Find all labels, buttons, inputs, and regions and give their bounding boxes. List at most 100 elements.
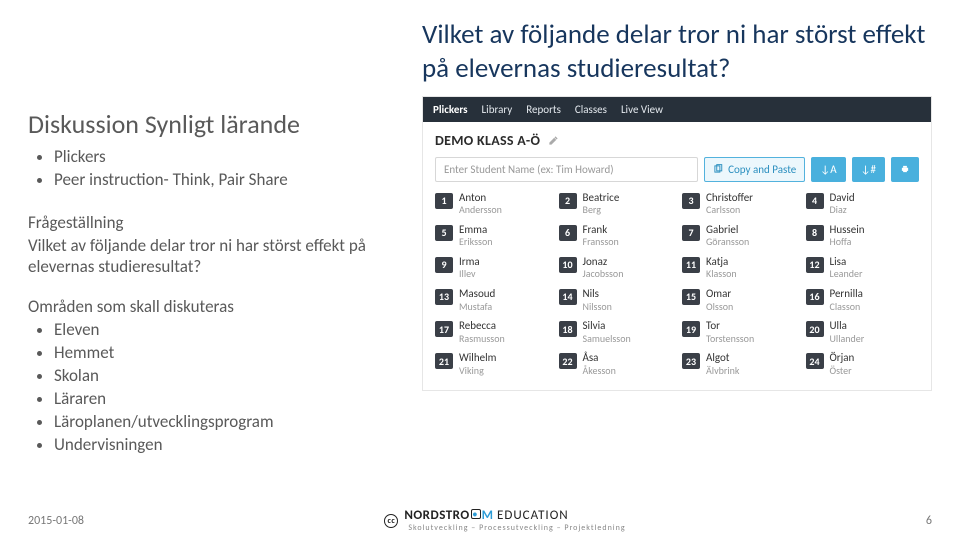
student-name: PernillaClasson [830, 288, 863, 312]
student-number: 15 [682, 289, 700, 305]
student-cell[interactable]: 9 IrmaIllev [435, 256, 549, 280]
student-cell[interactable]: 1 AntonAndersson [435, 192, 549, 216]
student-number: 2 [559, 193, 577, 209]
student-cell[interactable]: 13 MasoudMustafa [435, 288, 549, 312]
student-number: 7 [682, 225, 700, 241]
list-item: Undervisningen [54, 434, 400, 455]
class-name: DEMO KLASS A-Ö [435, 132, 540, 149]
areas-list: ElevenHemmetSkolanLärarenLäroplanen/utve… [28, 319, 400, 455]
student-cell[interactable]: 17 RebeccaRasmusson [435, 320, 549, 344]
nav-library[interactable]: Library [482, 103, 513, 116]
student-number: 5 [435, 225, 453, 241]
student-cell[interactable]: 2 BeatriceBerg [559, 192, 673, 216]
student-cell[interactable]: 8HusseinHoffa [806, 224, 920, 248]
student-cell[interactable]: 5 EmmaEriksson [435, 224, 549, 248]
student-number: 18 [559, 321, 577, 337]
student-number: 21 [435, 353, 453, 369]
list-item: Plickers [54, 146, 400, 167]
student-name: NilsNilsson [583, 288, 612, 312]
student-cell[interactable]: 6FrankFransson [559, 224, 673, 248]
student-number: 16 [806, 289, 824, 305]
student-cell[interactable]: 14 NilsNilsson [559, 288, 673, 312]
student-name: MasoudMustafa [459, 288, 495, 312]
student-name: KatjaKlasson [706, 256, 737, 280]
student-name: ÅsaÅkesson [583, 352, 616, 376]
logo-m: M [482, 508, 494, 523]
student-cell[interactable]: 19TorTorstensson [682, 320, 796, 344]
student-cell[interactable]: 11 KatjaKlasson [682, 256, 796, 280]
student-name: GabrielGöransson [706, 224, 749, 248]
student-cell[interactable]: 22 ÅsaÅkesson [559, 352, 673, 376]
student-name: EmmaEriksson [459, 224, 492, 248]
student-name: AlgotÄlvbrink [706, 352, 739, 376]
student-number: 11 [682, 257, 700, 273]
print-button[interactable] [891, 157, 919, 182]
plickers-nav: Plickers Library Reports Classes Live Vi… [423, 97, 931, 122]
student-name: WilhelmViking [459, 352, 496, 376]
question-label: Frågeställning [28, 212, 400, 233]
student-name: DavidDiaz [830, 192, 855, 216]
nav-classes[interactable]: Classes [575, 103, 607, 116]
student-number: 23 [682, 353, 700, 369]
sort-number-button[interactable]: ↓# [852, 157, 885, 182]
student-name: JonazJacobsson [583, 256, 624, 280]
student-name: IrmaIllev [459, 256, 480, 280]
student-cell[interactable]: 16 PernillaClasson [806, 288, 920, 312]
areas-label: Områden som skall diskuteras [28, 296, 400, 317]
student-cell[interactable]: 3ChristofferCarlsson [682, 192, 796, 216]
student-cell[interactable]: 12LisaLeander [806, 256, 920, 280]
student-name: RebeccaRasmusson [459, 320, 505, 344]
copy-paste-button[interactable]: Copy and Paste [704, 157, 805, 182]
logo-main: NORDSTRO [404, 508, 469, 523]
student-number: 24 [806, 353, 824, 369]
list-item: Läroplanen/utvecklingsprogram [54, 411, 400, 432]
footer-tagline: Skolutveckling – Processutveckling – Pro… [408, 523, 625, 533]
student-number: 22 [559, 353, 577, 369]
list-item: Hemmet [54, 342, 400, 363]
copy-paste-label: Copy and Paste [728, 163, 796, 176]
sort-alpha-button[interactable]: ↓A [811, 157, 845, 182]
nav-liveview[interactable]: Live View [621, 103, 663, 116]
student-cell[interactable]: 18SilviaSamuelsson [559, 320, 673, 344]
list-item: Peer instruction- Think, Pair Share [54, 169, 400, 190]
left-title: Diskussion Synligt lärande [28, 108, 400, 140]
list-item: Eleven [54, 319, 400, 340]
nav-reports[interactable]: Reports [526, 103, 561, 116]
student-cell[interactable]: 20UllaUllander [806, 320, 920, 344]
list-item: Läraren [54, 388, 400, 409]
footer-logo: cc NORDSTRO•M EDUCATION Skolutveckling –… [384, 508, 625, 533]
student-number: 13 [435, 289, 453, 305]
student-number: 1 [435, 193, 453, 209]
student-cell[interactable]: 10JonazJacobsson [559, 256, 673, 280]
cc-icon: cc [384, 514, 398, 528]
question-text: Vilket av följande delar tror ni har stö… [28, 235, 400, 278]
plickers-brand[interactable]: Plickers [433, 103, 468, 116]
footer-page: 6 [926, 514, 932, 528]
student-grid: 1 AntonAndersson 2 BeatriceBerg 3Christoffer… [423, 192, 931, 391]
student-cell[interactable]: 4 DavidDiaz [806, 192, 920, 216]
student-number: 4 [806, 193, 824, 209]
student-name: AntonAndersson [459, 192, 502, 216]
student-cell[interactable]: 21 WilhelmViking [435, 352, 549, 376]
pencil-icon[interactable] [548, 135, 559, 146]
student-cell[interactable]: 7 GabrielGöransson [682, 224, 796, 248]
student-name: BeatriceBerg [583, 192, 620, 216]
student-number: 12 [806, 257, 824, 273]
student-number: 6 [559, 225, 577, 241]
student-cell[interactable]: 24 ÖrjanÖster [806, 352, 920, 376]
student-name: ChristofferCarlsson [706, 192, 753, 216]
student-number: 9 [435, 257, 453, 273]
logo-sub: EDUCATION [497, 508, 569, 523]
student-number: 17 [435, 321, 453, 337]
student-cell[interactable]: 23 AlgotÄlvbrink [682, 352, 796, 376]
student-name: ÖrjanÖster [830, 352, 855, 376]
student-name: HusseinHoffa [830, 224, 865, 248]
list-item: Skolan [54, 365, 400, 386]
student-name: TorTorstensson [706, 320, 754, 344]
student-number: 20 [806, 321, 824, 337]
student-name-input[interactable]: Enter Student Name (ex: Tim Howard) [435, 157, 698, 182]
footer-date: 2015-01-08 [28, 514, 84, 528]
student-cell[interactable]: 15 OmarOlsson [682, 288, 796, 312]
student-name: OmarOlsson [706, 288, 733, 312]
student-number: 14 [559, 289, 577, 305]
